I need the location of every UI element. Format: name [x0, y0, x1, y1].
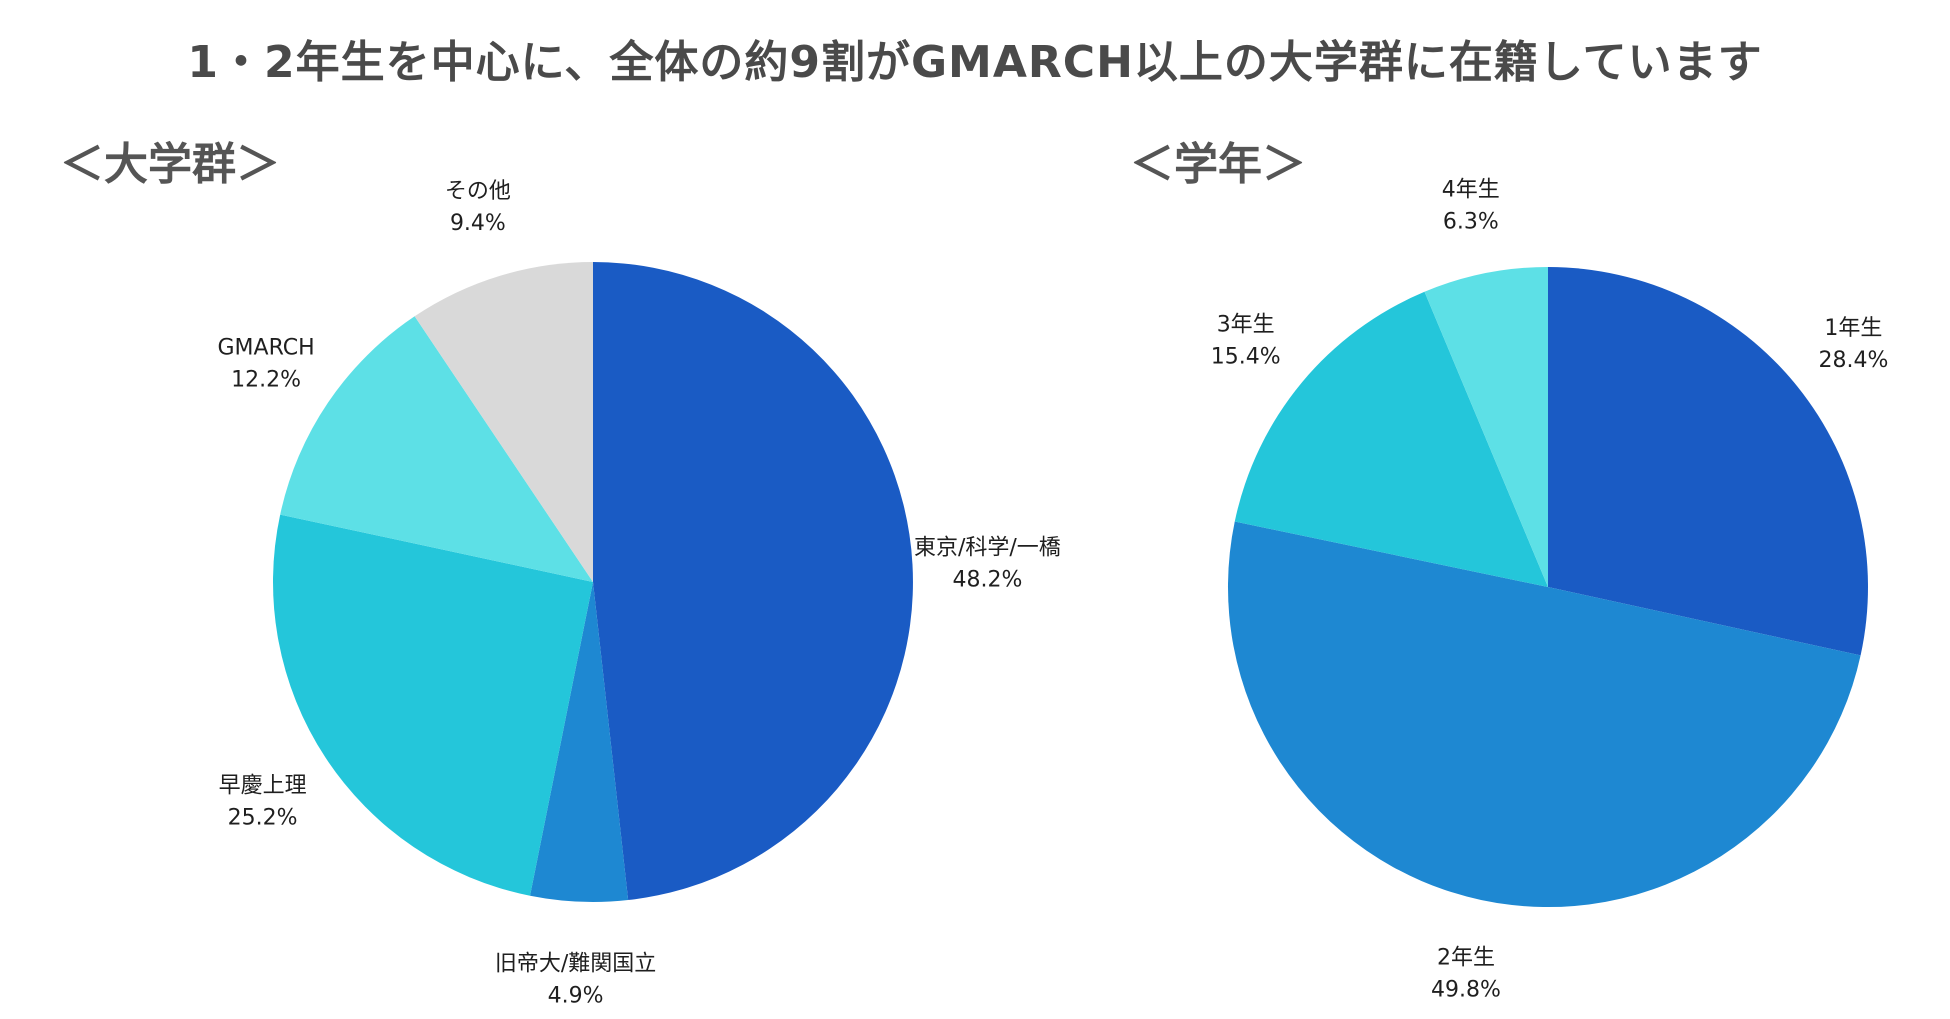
slice-value-grade-3: 6.3%	[1443, 210, 1499, 235]
chart-title-grade: ＜学年＞	[1130, 139, 1306, 190]
slice-value-grade-2: 15.4%	[1211, 344, 1281, 369]
slice-value-grade-0: 28.4%	[1818, 348, 1888, 373]
slice-label-grade-3: 4年生	[1442, 178, 1500, 203]
pie-slice-university-1	[530, 582, 629, 902]
slice-value-grade-1: 49.8%	[1431, 977, 1501, 1002]
slice-label-university-0: 東京/科学/一橋	[914, 535, 1061, 560]
page-title: 1・2年生を中心に、全体の約9割がGMARCH以上の大学群に在籍しています	[187, 37, 1763, 88]
slice-label-university-4: その他	[445, 179, 511, 204]
pie-slice-university-0	[593, 262, 913, 901]
pie-slice-grade-2	[1234, 291, 1548, 587]
slice-label-university-1: 旧帝大/難関国立	[495, 952, 656, 977]
pie-slice-university-3	[280, 316, 593, 582]
pie-chart-grade: 1年生 28.4% 2年生 49.8% 3年生 15.4% 4年生 6.3%	[1211, 178, 1889, 1003]
slice-label-grade-2: 3年生	[1217, 312, 1275, 337]
slice-value-university-3: 12.2%	[231, 367, 301, 392]
pie-slice-grade-0	[1548, 267, 1868, 656]
pie-chart-university-group: 東京/科学/一橋 48.2% 旧帝大/難関国立 4.9% 早慶上理 25.2% GMARCH…	[218, 179, 1061, 1009]
pie-slice-grade-3	[1424, 267, 1548, 587]
slice-value-university-0: 48.2%	[952, 567, 1022, 592]
slice-label-grade-0: 1年生	[1824, 316, 1882, 341]
slice-value-university-1: 4.9%	[548, 984, 604, 1009]
chart-title-university-group: ＜大学群＞	[60, 139, 280, 190]
slice-label-grade-1: 2年生	[1437, 945, 1495, 970]
slice-value-university-2: 25.2%	[228, 806, 298, 831]
pie-slice-university-4	[414, 262, 593, 582]
slice-value-university-4: 9.4%	[450, 211, 506, 236]
slice-label-university-2: 早慶上理	[219, 774, 307, 799]
pie-slice-grade-1	[1227, 521, 1861, 908]
slice-label-university-3: GMARCH	[218, 335, 315, 360]
pie-slice-university-2	[272, 514, 593, 896]
